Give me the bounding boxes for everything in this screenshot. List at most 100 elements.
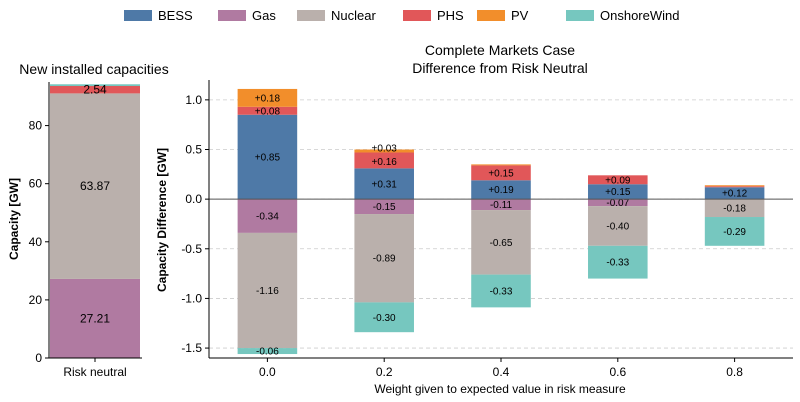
- left-bar-phs: [50, 86, 140, 94]
- right-bar-nuclear-0: [237, 232, 298, 349]
- right-x-tick-label: 0.4: [493, 365, 510, 379]
- right-chart-ylabel: Capacity Difference [GW]: [155, 148, 169, 292]
- right-data-label-bess: +0.85: [255, 152, 281, 163]
- right-data-label-phs: +0.16: [372, 157, 398, 168]
- legend-swatch-phs: [403, 10, 431, 21]
- right-data-label-onshorewind: -0.33: [606, 258, 629, 269]
- right-bar-nuclear-2: [471, 210, 531, 275]
- legend: BESS Gas Nuclear PHS PV OnshoreWind: [124, 8, 679, 23]
- right-bar-nuclear-4: [704, 199, 765, 218]
- left-bars: 27.21 63.87 2.54: [50, 83, 140, 358]
- legend-label-onshorewind: OnshoreWind: [600, 8, 679, 23]
- right-bar-bess-1: [354, 168, 414, 200]
- right-bar-gas-3: [588, 199, 648, 207]
- right-y-tick-label: 1.0: [185, 93, 202, 107]
- right-bar-onshorewind-4: [704, 217, 765, 246]
- right-bar-pv-1: [354, 149, 414, 153]
- right-data-label-pv: +0.03: [372, 143, 398, 154]
- right-bar-onshorewind-3: [588, 245, 648, 279]
- right-data-label-onshorewind: -0.30: [373, 313, 396, 324]
- left-y-tick-label: 40: [29, 235, 43, 249]
- left-bar-gas: [50, 278, 140, 358]
- right-x-tick-label: 0.6: [609, 365, 626, 379]
- legend-label-bess: BESS: [158, 8, 193, 23]
- right-bar-phs-1: [354, 152, 414, 169]
- right-bar-gas-0: [237, 199, 298, 233]
- right-bar-bess-2: [471, 180, 531, 200]
- right-data-label-gas: -0.34: [256, 212, 279, 223]
- right-bar-pv-2: [471, 164, 531, 166]
- right-bar-onshorewind-1: [354, 302, 414, 333]
- right-y-tick-label: -1.0: [181, 291, 202, 305]
- right-y-tick-label: -1.5: [181, 341, 202, 355]
- right-bar-phs-4: [704, 186, 765, 188]
- legend-swatch-onshorewind: [566, 10, 594, 21]
- left-axes: 0 20 40 60 80 Risk neutral: [29, 82, 142, 379]
- legend-label-phs: PHS: [437, 8, 464, 23]
- right-data-label-nuclear: -0.40: [606, 221, 629, 232]
- right-data-label-gas: -0.11: [490, 200, 512, 211]
- right-bar-onshorewind-2: [471, 274, 531, 308]
- right-bar-bess-4: [704, 187, 765, 200]
- right-chart-subtitle: Difference from Risk Neutral: [412, 60, 588, 76]
- right-x-tick-label: 0.0: [259, 365, 276, 379]
- right-bar-phs-0: [237, 106, 298, 115]
- right-chart: Complete Markets Case Difference from Ri…: [155, 42, 793, 396]
- right-data-label-onshorewind: -0.06: [256, 347, 279, 358]
- right-data-label-nuclear: -1.16: [256, 286, 279, 297]
- right-bar-bess-3: [588, 184, 648, 200]
- legend-swatch-gas: [218, 10, 246, 21]
- legend-swatch-bess: [124, 10, 152, 21]
- right-bar-pv-4: [704, 185, 765, 187]
- right-y-tick-label: 0.0: [185, 192, 202, 206]
- left-chart: New installed capacities Capacity [GW] 2…: [7, 61, 169, 379]
- right-data-label-onshorewind: -0.33: [490, 286, 513, 297]
- right-chart-title: Complete Markets Case: [425, 42, 575, 58]
- right-chart-xlabel: Weight given to expected value in risk m…: [374, 382, 626, 396]
- right-data-label-pv: +0.18: [255, 93, 281, 104]
- left-bar-onshorewind: [50, 84, 140, 87]
- left-y-tick-label: 60: [29, 177, 43, 191]
- right-bar-gas-1: [354, 199, 414, 215]
- right-bar-nuclear-3: [588, 206, 648, 246]
- right-data-label-phs: +0.15: [488, 168, 514, 179]
- right-bar-nuclear-1: [354, 214, 414, 303]
- right-data-label-onshorewind: -0.29: [723, 227, 746, 238]
- right-x-tick-label: 0.8: [726, 365, 743, 379]
- left-data-label-gas: 27.21: [80, 311, 110, 325]
- right-bar-phs-2: [471, 165, 531, 181]
- right-data-label-nuclear: -0.89: [373, 254, 396, 265]
- left-y-tick-label: 20: [29, 293, 43, 307]
- legend-label-pv: PV: [511, 8, 529, 23]
- legend-swatch-nuclear: [297, 10, 325, 21]
- left-bar-nuclear: [50, 93, 140, 279]
- right-data-label-bess: +0.19: [488, 185, 514, 196]
- right-axes: -1.5 -1.0 -0.5 0.0 0.5 1.0 0.0 0.2 0.4 0.6 0.8: [181, 80, 793, 379]
- right-data-label-gas: -0.15: [373, 202, 396, 213]
- legend-label-gas: Gas: [252, 8, 276, 23]
- left-x-tick-label: Risk neutral: [63, 365, 126, 379]
- right-data-label-nuclear: -0.65: [490, 238, 513, 249]
- right-x-tick-label: 0.2: [376, 365, 393, 379]
- left-data-label-nuclear: 63.87: [80, 179, 110, 193]
- right-data-label-phs: +0.08: [255, 106, 281, 117]
- right-y-tick-label: -0.5: [181, 242, 202, 256]
- left-y-tick-label: 80: [29, 119, 43, 133]
- left-data-label-phs: 2.54: [83, 83, 107, 97]
- left-y-tick-label: 0: [35, 351, 42, 365]
- right-bar-phs-3: [588, 175, 648, 185]
- right-bars: +0.18 +0.08 +0.85 -0.34 -1.16 -0.06 +0.03 +0.16…: [237, 88, 765, 358]
- legend-label-nuclear: Nuclear: [331, 8, 376, 23]
- right-data-label-bess: +0.15: [605, 187, 631, 198]
- right-bar-pv-0: [237, 88, 298, 107]
- right-data-label-bess: +0.12: [722, 189, 748, 200]
- right-bar-gas-2: [471, 199, 531, 211]
- right-data-label-gas: -0.07: [606, 198, 629, 209]
- right-data-label-phs: +0.09: [605, 175, 631, 186]
- right-bar-bess-0: [237, 114, 298, 200]
- left-chart-title: New installed capacities: [19, 61, 168, 77]
- legend-swatch-pv: [477, 10, 505, 21]
- right-bar-onshorewind-0: [237, 348, 298, 355]
- right-data-label-bess: +0.31: [372, 179, 398, 190]
